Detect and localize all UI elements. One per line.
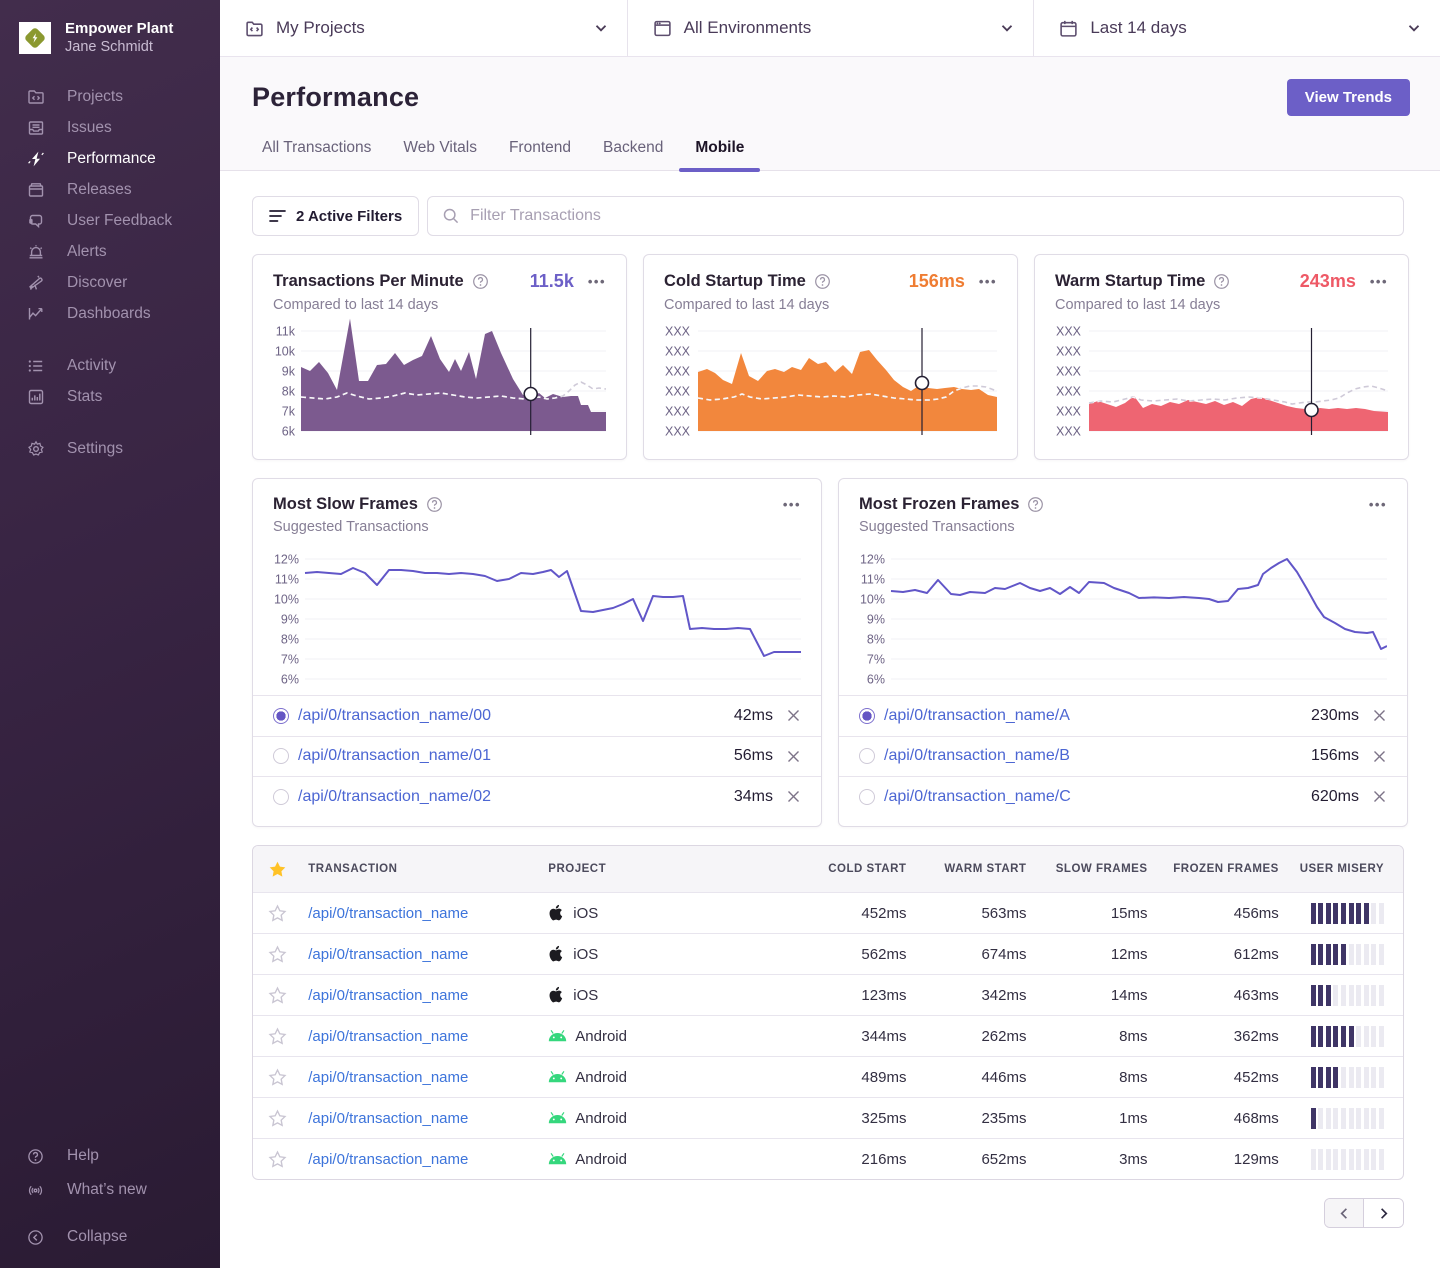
svg-text:12%: 12% (274, 553, 299, 567)
svg-text:12%: 12% (860, 553, 885, 567)
svg-text:11k: 11k (276, 325, 296, 339)
svg-text:11%: 11% (861, 573, 885, 587)
svg-text:XXX: XXX (1056, 365, 1082, 379)
svg-text:XXX: XXX (1056, 405, 1082, 419)
svg-text:XXX: XXX (665, 425, 691, 439)
svg-text:10%: 10% (860, 593, 885, 607)
svg-text:6%: 6% (867, 673, 885, 687)
svg-text:11%: 11% (275, 573, 299, 587)
svg-text:9k: 9k (282, 365, 296, 379)
svg-text:6%: 6% (281, 673, 299, 687)
svg-text:8%: 8% (867, 633, 885, 647)
svg-text:8k: 8k (282, 385, 296, 399)
svg-text:10%: 10% (274, 593, 299, 607)
svg-text:8%: 8% (281, 633, 299, 647)
svg-text:9%: 9% (281, 613, 299, 627)
svg-text:XXX: XXX (665, 325, 691, 339)
svg-text:10k: 10k (275, 345, 296, 359)
svg-text:XXX: XXX (665, 365, 691, 379)
svg-text:6k: 6k (282, 425, 296, 439)
svg-text:XXX: XXX (1056, 325, 1082, 339)
svg-text:9%: 9% (867, 613, 885, 627)
svg-text:XXX: XXX (1056, 425, 1082, 439)
svg-text:XXX: XXX (665, 405, 691, 419)
svg-text:XXX: XXX (665, 385, 691, 399)
svg-text:7%: 7% (867, 653, 885, 667)
svg-text:XXX: XXX (1056, 345, 1082, 359)
svg-text:XXX: XXX (1056, 385, 1082, 399)
svg-text:XXX: XXX (665, 345, 691, 359)
svg-text:7k: 7k (282, 405, 296, 419)
svg-text:7%: 7% (281, 653, 299, 667)
